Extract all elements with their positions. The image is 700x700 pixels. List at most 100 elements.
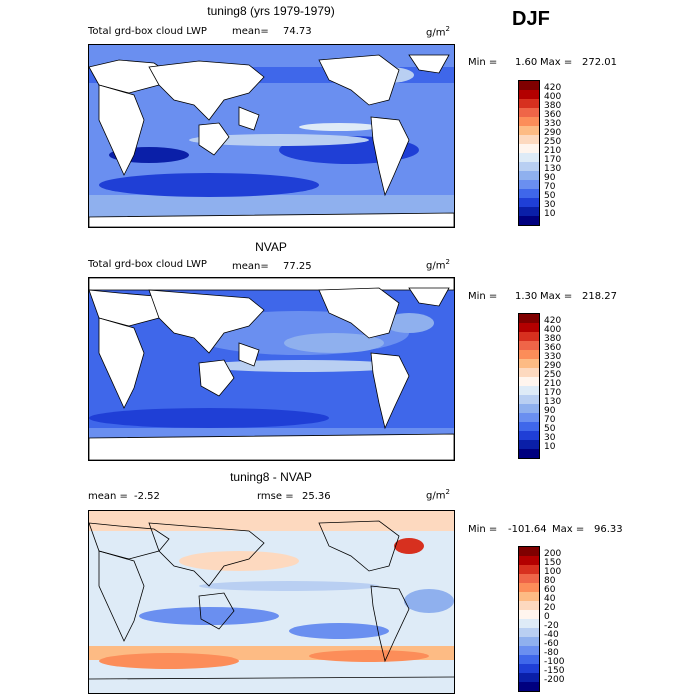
colorbar-tick-label: 210 bbox=[544, 146, 562, 156]
colorbar-tick-label: 50 bbox=[544, 424, 556, 434]
panel2-units: g/m2 bbox=[426, 258, 450, 272]
panel3-max-label: Max = bbox=[552, 524, 585, 535]
colorbar-segment bbox=[519, 314, 539, 323]
panel1-max-label: Max = bbox=[540, 57, 573, 68]
colorbar-tick-label: 0 bbox=[544, 612, 550, 622]
panel3-min-value: -101.64 bbox=[508, 524, 547, 535]
panel1-colorbar bbox=[518, 80, 540, 226]
colorbar-segment bbox=[519, 404, 539, 413]
panel2-min-value: 1.30 bbox=[515, 291, 538, 302]
panel1-mean-label: mean= bbox=[232, 26, 269, 37]
colorbar-segment bbox=[519, 341, 539, 350]
colorbar-segment bbox=[519, 99, 539, 108]
colorbar-tick-label: 360 bbox=[544, 110, 562, 120]
colorbar-segment bbox=[519, 377, 539, 386]
panel2-min-label: Min = bbox=[468, 291, 498, 302]
colorbar-segment bbox=[519, 198, 539, 207]
panel3-mean-label: mean = bbox=[88, 491, 128, 502]
panel1-colorbar-labels: 420 400 380 360 330 290 250 210 170 130 90 70 50 30 10 bbox=[544, 80, 584, 226]
colorbar-segment bbox=[519, 574, 539, 583]
colorbar-segment bbox=[519, 153, 539, 162]
colorbar-tick-label: 400 bbox=[544, 325, 562, 335]
colorbar-tick-label: -100 bbox=[544, 657, 565, 667]
colorbar-tick-label: 380 bbox=[544, 334, 562, 344]
colorbar-tick-label: 360 bbox=[544, 343, 562, 353]
colorbar-segment bbox=[519, 395, 539, 404]
colorbar-segment bbox=[519, 90, 539, 99]
colorbar-segment bbox=[519, 135, 539, 144]
colorbar-segment bbox=[519, 592, 539, 601]
panel1-units: g/m2 bbox=[426, 25, 450, 39]
colorbar-tick-label: 80 bbox=[544, 576, 556, 586]
colorbar-segment bbox=[519, 610, 539, 619]
colorbar-tick-label: 170 bbox=[544, 388, 562, 398]
colorbar-tick-label: 150 bbox=[544, 558, 562, 568]
colorbar-tick-label: 90 bbox=[544, 173, 556, 183]
colorbar-tick-label: 400 bbox=[544, 92, 562, 102]
colorbar-segment bbox=[519, 350, 539, 359]
colorbar-segment bbox=[519, 682, 539, 691]
colorbar-segment bbox=[519, 189, 539, 198]
colorbar-tick-label: -60 bbox=[544, 639, 559, 649]
colorbar-tick-label: -20 bbox=[544, 621, 559, 631]
panel3-map bbox=[88, 510, 455, 694]
colorbar-tick-label: 200 bbox=[544, 549, 562, 559]
panel1-min-value: 1.60 bbox=[515, 57, 538, 68]
colorbar-tick-label: 210 bbox=[544, 379, 562, 389]
panel3-rmse-value: 25.36 bbox=[302, 491, 331, 502]
panel3-max-value: 96.33 bbox=[594, 524, 623, 535]
panel2-title: NVAP bbox=[255, 240, 287, 254]
colorbar-segment bbox=[519, 332, 539, 341]
panel2-colorbar bbox=[518, 313, 540, 459]
colorbar-segment bbox=[519, 440, 539, 449]
colorbar-segment bbox=[519, 216, 539, 225]
colorbar-tick-label: 70 bbox=[544, 182, 556, 192]
panel2-mean-label: mean= bbox=[232, 261, 269, 272]
colorbar-segment bbox=[519, 583, 539, 592]
colorbar-tick-label: 40 bbox=[544, 594, 556, 604]
colorbar-segment bbox=[519, 368, 539, 377]
colorbar-segment bbox=[519, 449, 539, 458]
colorbar-segment bbox=[519, 422, 539, 431]
colorbar-tick-label: 70 bbox=[544, 415, 556, 425]
colorbar-segment bbox=[519, 171, 539, 180]
panel3-rmse-label: rmse = bbox=[257, 491, 294, 502]
panel2-max-label: Max = bbox=[540, 291, 573, 302]
panel3-mean-value: -2.52 bbox=[134, 491, 160, 502]
colorbar-segment bbox=[519, 81, 539, 90]
colorbar-tick-label: 10 bbox=[544, 209, 556, 219]
colorbar-segment bbox=[519, 673, 539, 682]
colorbar-segment bbox=[519, 655, 539, 664]
colorbar-segment bbox=[519, 664, 539, 673]
colorbar-tick-label: -40 bbox=[544, 630, 559, 640]
season-label: DJF bbox=[512, 8, 550, 30]
colorbar-tick-label: 100 bbox=[544, 567, 562, 577]
panel3-title: tuning8 - NVAP bbox=[230, 470, 312, 484]
panel1-title: tuning8 (yrs 1979-1979) bbox=[207, 4, 335, 18]
colorbar-tick-label: 420 bbox=[544, 83, 562, 93]
panel2-max-value: 218.27 bbox=[582, 291, 617, 302]
colorbar-segment bbox=[519, 323, 539, 332]
colorbar-tick-label: 330 bbox=[544, 119, 562, 129]
colorbar-segment bbox=[519, 180, 539, 189]
colorbar-tick-label: 290 bbox=[544, 361, 562, 371]
colorbar-segment bbox=[519, 547, 539, 556]
colorbar-tick-label: -200 bbox=[544, 675, 565, 685]
colorbar-tick-label: 250 bbox=[544, 370, 562, 380]
colorbar-segment bbox=[519, 207, 539, 216]
colorbar-tick-label: 60 bbox=[544, 585, 556, 595]
panel2-mean-value: 77.25 bbox=[283, 261, 312, 272]
colorbar-tick-label: 130 bbox=[544, 397, 562, 407]
colorbar-segment bbox=[519, 628, 539, 637]
colorbar-tick-label: 250 bbox=[544, 137, 562, 147]
colorbar-tick-label: 130 bbox=[544, 164, 562, 174]
colorbar-segment bbox=[519, 108, 539, 117]
colorbar-segment bbox=[519, 637, 539, 646]
panel1-max-value: 272.01 bbox=[582, 57, 617, 68]
colorbar-tick-label: -150 bbox=[544, 666, 565, 676]
colorbar-segment bbox=[519, 126, 539, 135]
colorbar-tick-label: -80 bbox=[544, 648, 559, 658]
colorbar-segment bbox=[519, 565, 539, 574]
colorbar-segment bbox=[519, 413, 539, 422]
panel3-colorbar bbox=[518, 546, 540, 692]
